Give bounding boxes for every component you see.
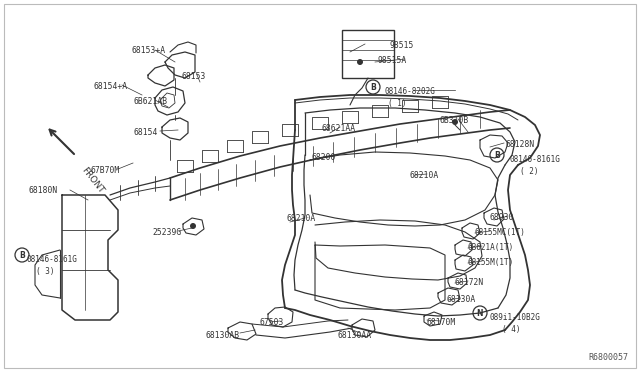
Text: 67503: 67503 [260, 318, 284, 327]
Text: 67B70M: 67B70M [90, 166, 119, 175]
Text: 68170M: 68170M [427, 318, 456, 327]
Text: B: B [494, 151, 500, 160]
Text: 68154: 68154 [133, 128, 157, 137]
Text: 98515A: 98515A [378, 56, 407, 65]
Text: FRONT: FRONT [80, 166, 106, 196]
Circle shape [190, 223, 196, 229]
Text: ( 4): ( 4) [502, 325, 520, 334]
Text: B: B [19, 250, 25, 260]
Text: 68128N: 68128N [506, 140, 535, 149]
Bar [342, 30, 394, 78]
Text: 68930: 68930 [490, 213, 515, 222]
Text: 68154+A: 68154+A [93, 82, 127, 91]
Text: 68210A: 68210A [287, 214, 316, 223]
Text: 6B621AB: 6B621AB [133, 97, 167, 106]
Text: N: N [477, 308, 483, 317]
Circle shape [357, 59, 363, 65]
Text: 68155MC(1T): 68155MC(1T) [475, 228, 526, 237]
Text: 08146-8202G: 08146-8202G [385, 87, 436, 96]
Text: 68155M(1T): 68155M(1T) [468, 258, 515, 267]
Text: ( 3): ( 3) [36, 267, 54, 276]
Text: 08146-8161G: 08146-8161G [26, 255, 77, 264]
Text: 98515: 98515 [390, 41, 414, 50]
Text: 68621AA: 68621AA [322, 124, 356, 133]
Text: 68210A: 68210A [410, 171, 439, 180]
Text: 68130AA: 68130AA [338, 331, 372, 340]
Text: 6B621A(1T): 6B621A(1T) [468, 243, 515, 252]
Text: 089i1-10B2G: 089i1-10B2G [490, 313, 541, 322]
Text: ( 1): ( 1) [388, 99, 406, 108]
Text: 68172N: 68172N [455, 278, 484, 287]
Text: 6B310B: 6B310B [440, 116, 469, 125]
Text: 08146-8161G: 08146-8161G [510, 155, 561, 164]
Text: 68200: 68200 [312, 153, 337, 162]
Text: 25239G: 25239G [152, 228, 181, 237]
Text: 68130AB: 68130AB [205, 331, 239, 340]
Circle shape [452, 119, 458, 125]
Text: 68153: 68153 [182, 72, 206, 81]
Text: 68153+A: 68153+A [132, 46, 166, 55]
Text: 68130A: 68130A [447, 295, 476, 304]
Text: ( 2): ( 2) [520, 167, 538, 176]
Text: B: B [370, 83, 376, 92]
Text: R6800057: R6800057 [588, 353, 628, 362]
Text: 68180N: 68180N [28, 186, 57, 195]
